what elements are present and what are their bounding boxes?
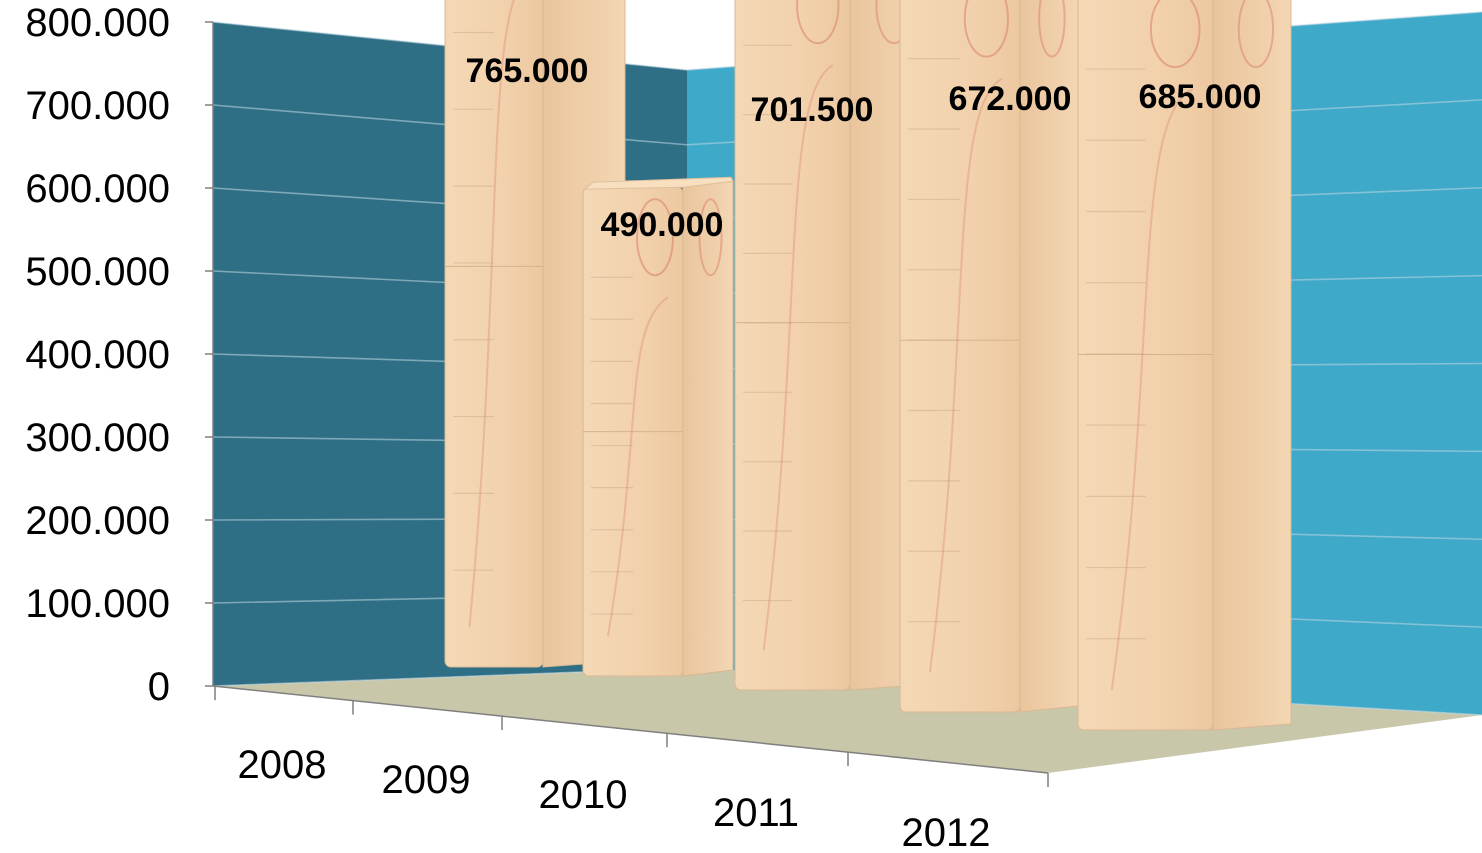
bar-watermark <box>762 64 834 651</box>
bar-stamp <box>796 0 840 45</box>
data-label: 701.500 <box>751 91 874 129</box>
x-tick-label: 2012 <box>902 811 991 853</box>
data-label: 672.000 <box>949 80 1072 118</box>
x-axis-line <box>212 685 1049 774</box>
y-tick-label: 0 <box>148 665 170 709</box>
bars <box>444 0 1292 731</box>
x-tick-label: 2008 <box>238 743 327 787</box>
x-tick-label: 2009 <box>382 758 471 802</box>
data-label: 685.000 <box>1139 78 1262 116</box>
y-tick-label: 500.000 <box>25 250 170 294</box>
bar-stamp <box>1149 0 1201 69</box>
y-tick-label: 400.000 <box>25 333 170 377</box>
y-tick-labels: 0 100.000 200.000 300.000 400.000 500.00… <box>25 1 170 709</box>
bar-front <box>444 0 544 668</box>
y-tick-marks <box>205 21 1049 787</box>
bar-stamp <box>698 198 723 277</box>
bar-watermark <box>1110 88 1194 691</box>
data-label: 490.000 <box>601 206 724 244</box>
data-label: 765.000 <box>466 52 589 90</box>
bar-watermark <box>468 0 515 628</box>
bar-top <box>583 176 734 190</box>
bar-stamp <box>636 198 674 277</box>
x-tick-label: 2011 <box>713 791 799 835</box>
x-tick-labels: 2008 2009 2010 2011 2012 <box>238 743 991 853</box>
bar <box>1077 0 1292 731</box>
bar-watermark <box>607 296 669 637</box>
y-tick-label: 100.000 <box>25 582 170 626</box>
y-tick-label: 600.000 <box>25 167 170 211</box>
bar <box>899 0 1079 713</box>
bar <box>582 176 734 677</box>
bar-side <box>682 180 734 677</box>
y-tick-label: 300.000 <box>25 416 170 460</box>
bar-stamp <box>1038 0 1066 58</box>
bar-stamp <box>963 0 1009 58</box>
data-labels: 765.000 490.000 701.500 672.000 685.000 <box>466 52 1262 244</box>
floor <box>213 668 1482 773</box>
x-tick-label: 2010 <box>539 773 628 817</box>
y-tick-label: 200.000 <box>25 499 170 543</box>
bar-stamp <box>1237 0 1275 69</box>
bar-watermark <box>929 77 1003 673</box>
y-tick-label: 800.000 <box>25 1 170 45</box>
y-tick-label: 700.000 <box>25 84 170 128</box>
